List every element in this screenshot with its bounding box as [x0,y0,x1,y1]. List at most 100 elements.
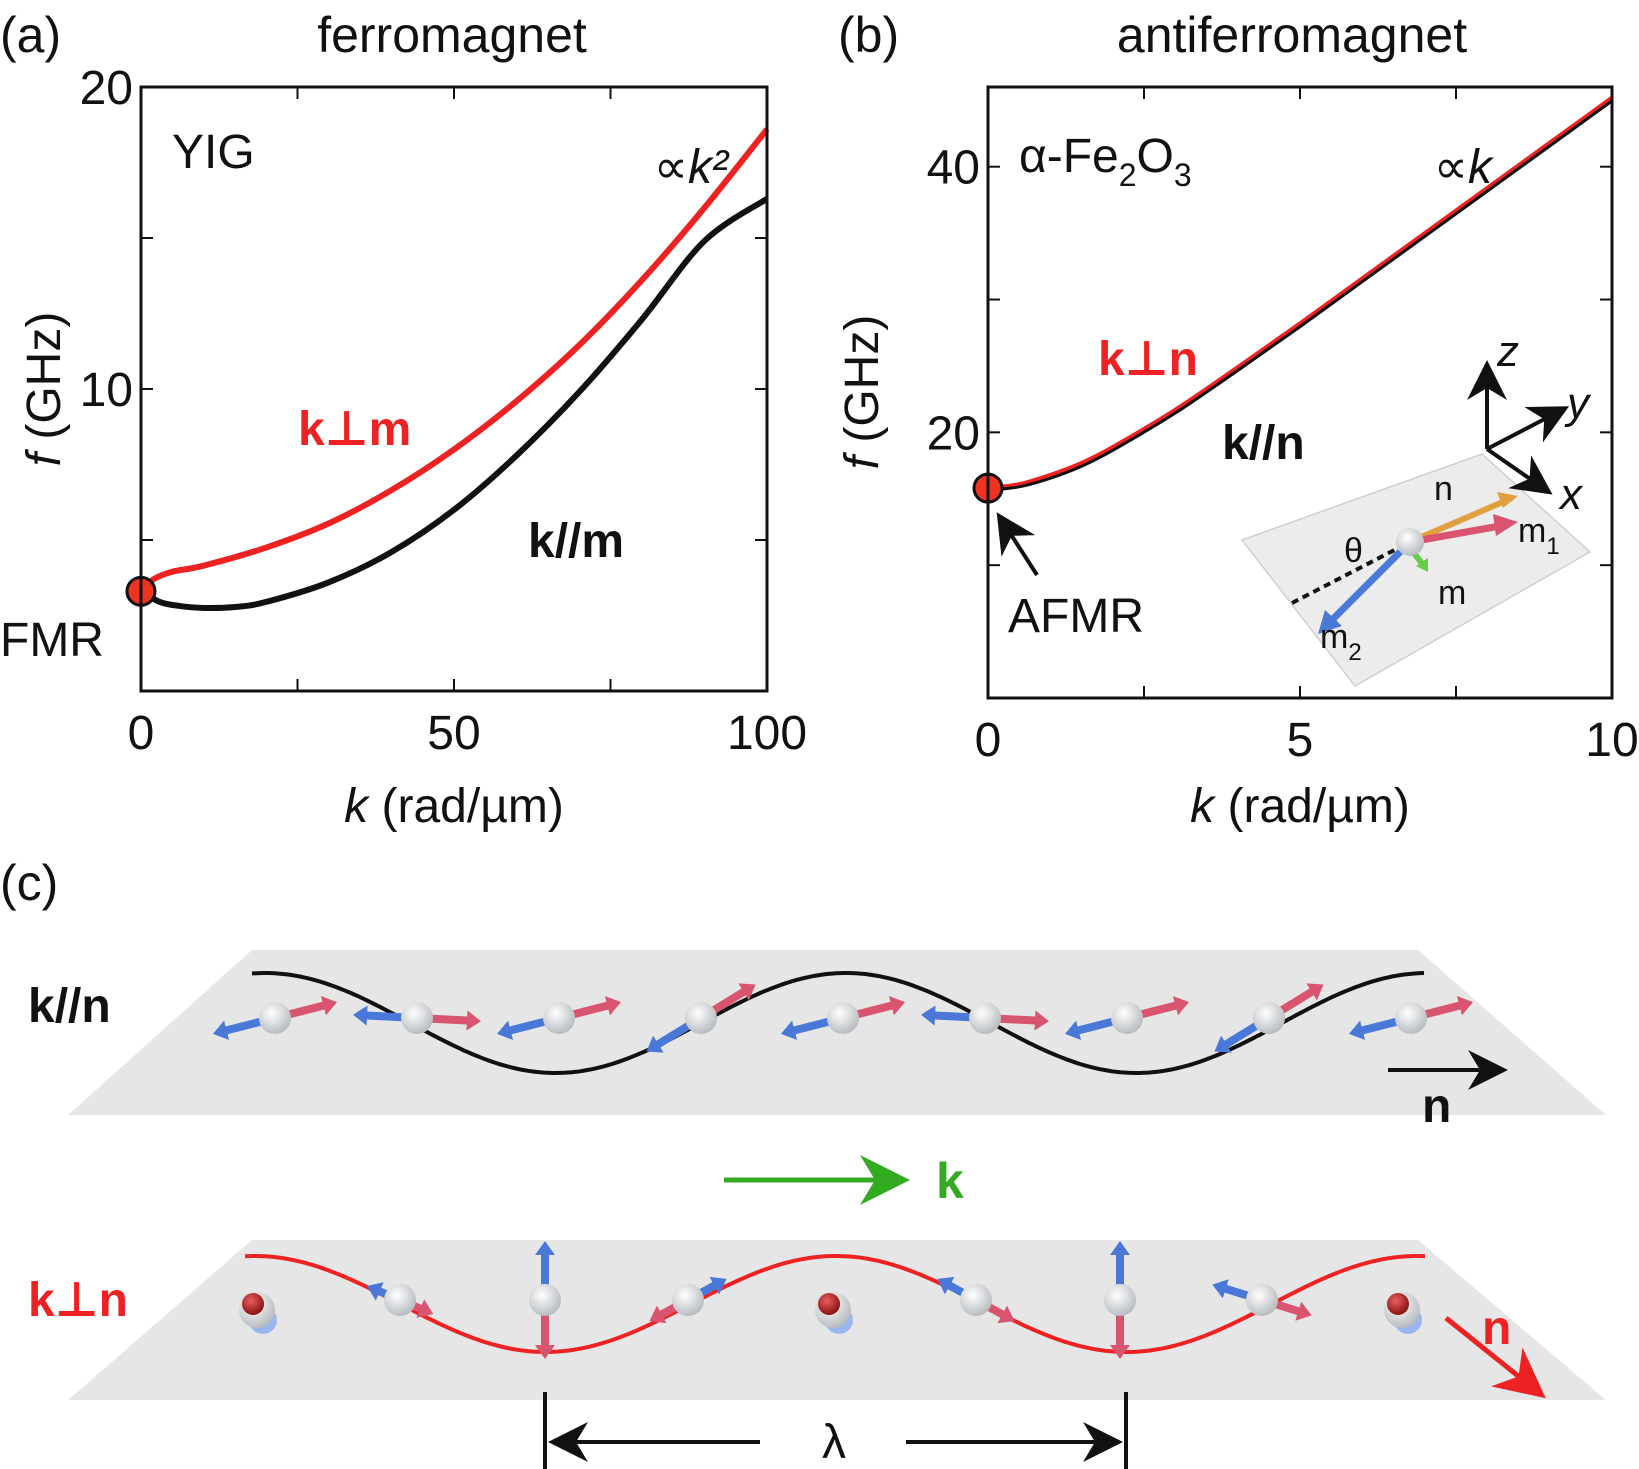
top-spin-ball [259,1002,291,1034]
legend-k-perp-m: k⊥m [298,403,411,456]
legend-k-par-m: k//m [528,515,624,568]
top-spin-arrow-head [466,1010,481,1031]
panel-a-material: YIG [172,126,255,179]
x-axis-var: k [344,780,371,833]
x-axis-unit: (rad/µm) [1214,780,1410,833]
x-tick-label: 100 [727,707,807,760]
bottom-spin-tip [1387,1293,1409,1315]
inset-label-y: y [1564,379,1592,428]
bottom-spin-arrow-head [535,1241,555,1255]
bottom-spin-ball [1104,1284,1136,1316]
bottom-spin-arrow-head [937,1276,955,1295]
svg-text:k (rad/µm): k (rad/µm) [344,780,564,833]
x-tick-label: 0 [128,707,155,760]
bottom-spin-arrow-head [416,1299,434,1318]
bottom-spin-ball [1246,1284,1278,1316]
bottom-spin-arrow-head [366,1282,384,1301]
panel-b-ylabel: f (GHz) [836,315,889,470]
top-spin-arrow-head [353,1005,368,1026]
panel-c: (c) k//n n k k⊥n n λ [0,855,1606,1469]
series-line-parallel-outline [987,99,1613,492]
panel-b-frame [986,85,1614,700]
top-n-label: n [1422,1080,1451,1133]
panel-b-inset: z y x θ n m1 m m2 [1240,327,1592,687]
top-spin-ball [1253,1002,1285,1034]
svg-text:f (GHz): f (GHz) [18,312,71,467]
top-spin-arrow-head [604,995,622,1016]
x-tick-label: 50 [427,707,480,760]
top-spin-arrow-head [1034,1010,1049,1031]
top-spin-arrow-head [780,1020,798,1041]
inset-spin-ball [1396,528,1424,556]
x-tick-label: 10 [1585,714,1638,767]
panel-b-scaling: ∝k [1434,141,1495,194]
inset-dashed-axis [1291,540,1411,605]
panel-a-xlabel: k (rad/µm) [344,780,564,833]
panel-a-label: (a) [0,7,61,63]
inset-vector-n [1408,495,1514,545]
bottom-spin-arrow-head [1110,1241,1130,1255]
panel-b-label: (b) [838,7,899,63]
bottom-row-label: k⊥n [28,1274,128,1327]
bottom-spin-arrow-head [709,1276,727,1295]
top-spin-arrow-head [1348,1020,1366,1041]
bottom-spin-arrow-head [649,1305,667,1324]
top-spin-ball [685,1002,717,1034]
panel-a-frame [139,85,769,693]
top-spin-arrow-head [1456,995,1474,1016]
bottom-wave [244,1254,1426,1354]
bottom-n-label: n [1482,1302,1511,1355]
panel-c-label: (c) [0,855,58,911]
bottom-spin-tip [242,1293,264,1315]
inset-label-x: x [1558,470,1584,519]
inset-label-theta: θ [1344,532,1363,570]
panel-a-ylabel: f (GHz) [18,312,71,467]
bottom-spin-arrow-head [1110,1345,1130,1359]
top-spin-ball [969,1002,1001,1034]
inset-plane [1240,453,1592,687]
panel-b-title: antiferromagnet [1117,7,1467,63]
bottom-spin-ball [672,1284,704,1316]
series-line-perp [138,127,770,594]
inset-arrowhead-m2 [1318,610,1342,634]
series-line-perp [987,96,1614,491]
inset-arrowhead-m [1416,558,1428,572]
inset-label-z: z [1496,327,1519,376]
panel-b-point-label: AFMR [1008,590,1144,643]
k-arrow-label: k [936,1153,964,1209]
inset-axis-y [1486,406,1570,451]
x-axis-unit: (rad/µm) [368,780,564,833]
legend-k-par-n: k//n [1222,417,1305,470]
top-spin-arrow-head [1214,1035,1232,1053]
y-axis-unit: (GHz) [836,315,889,456]
top-spin-arrow-head [1172,995,1190,1016]
series-line-parallel [139,196,769,612]
bottom-spin-arrow-head [1212,1279,1229,1299]
bottom-spin-tip [818,1293,840,1315]
legend-k-perp-n: k⊥n [1098,333,1198,386]
top-spin-arrow-head [212,1020,230,1041]
bottom-spin-ball [384,1284,416,1316]
inset-label-n: n [1434,470,1453,508]
y-tick-label: 10 [80,364,133,417]
inset-arrowhead-n [1497,492,1518,508]
inset-label-m2: m2 [1320,618,1362,666]
top-spin-ball [1395,1002,1427,1034]
y-tick-label: 40 [927,142,980,195]
top-spin-arrow-head [646,1035,664,1053]
y-axis-unit: (GHz) [18,312,71,453]
bottom-n-arrow [1444,1316,1546,1399]
inset-vector-m2 [1327,539,1413,625]
top-spin-ball [1111,1002,1143,1034]
svg-text:k (rad/µm): k (rad/µm) [1190,780,1410,833]
bottom-spin-arrow-head [997,1305,1015,1324]
inset-label-m: m [1438,574,1466,612]
bottom-spin-ball [960,1284,992,1316]
bottom-spin-ball [529,1284,561,1316]
top-spin-arrow-head [888,995,906,1016]
bottom-spin-arrow-head [535,1345,555,1359]
top-spin-arrow-head [921,1005,936,1026]
inset-arrowhead-m1 [1493,514,1518,536]
